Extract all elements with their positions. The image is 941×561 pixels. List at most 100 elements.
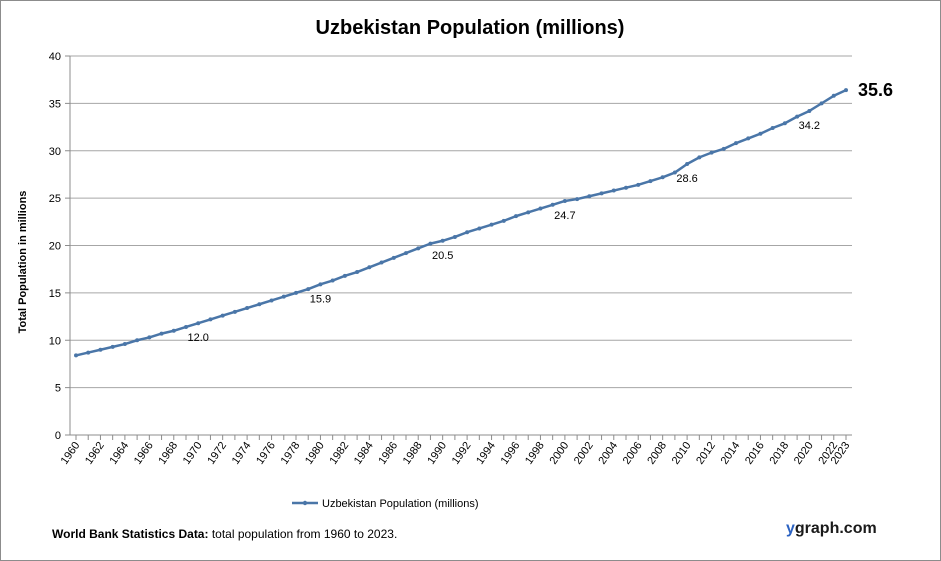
data-point xyxy=(782,121,787,126)
x-tick-label: 1988 xyxy=(401,440,425,467)
x-tick-label: 2006 xyxy=(621,440,645,467)
brand-prefix: y xyxy=(786,520,795,537)
data-point xyxy=(440,238,445,243)
y-tick-label: 40 xyxy=(49,51,61,63)
data-point xyxy=(330,278,335,283)
data-point xyxy=(147,335,152,340)
x-tick-label: 1986 xyxy=(376,440,400,467)
data-point xyxy=(257,302,262,307)
x-tick-label: 2016 xyxy=(743,440,767,467)
data-point xyxy=(122,342,127,347)
x-tick-label: 2000 xyxy=(547,440,571,467)
data-point xyxy=(159,331,164,336)
data-point xyxy=(367,265,372,270)
x-tick-label: 1980 xyxy=(303,440,327,467)
data-point xyxy=(465,230,470,235)
data-point xyxy=(734,141,738,146)
x-tick-label: 2010 xyxy=(670,440,694,467)
data-point xyxy=(550,202,555,207)
data-point xyxy=(98,347,103,352)
y-tick-label: 35 xyxy=(49,98,61,110)
data-point xyxy=(844,88,848,93)
data-point xyxy=(538,206,543,211)
source-note-bold: World Bank Statistics Data: xyxy=(52,527,209,541)
y-axis-label: Total Population in millions xyxy=(17,191,29,334)
y-tick-label: 20 xyxy=(49,241,61,253)
data-point xyxy=(819,101,824,106)
source-note-text: total population from 1960 to 2023. xyxy=(208,527,398,541)
series-line xyxy=(75,88,847,357)
data-point xyxy=(404,251,408,256)
data-label: 15.9 xyxy=(310,293,331,305)
data-point xyxy=(477,226,482,231)
data-point xyxy=(489,222,494,227)
data-point xyxy=(379,260,384,265)
y-tick-label: 0 xyxy=(55,430,61,442)
data-point xyxy=(624,185,628,190)
y-tick-label: 15 xyxy=(49,288,61,300)
data-point xyxy=(269,298,274,303)
data-point xyxy=(575,197,580,202)
x-tick-label: 2018 xyxy=(767,440,791,467)
data-point xyxy=(355,270,360,275)
x-axis-ticks: 1960 1962 1964 1966 1968 1970 1972 1974 1976 1978… xyxy=(59,435,852,467)
x-tick-label: 2014 xyxy=(719,440,743,467)
data-point xyxy=(611,188,616,193)
x-tick-label: 2020 xyxy=(792,440,816,467)
data-point xyxy=(452,234,457,239)
data-labels: 12.0 15.9 20.5 24.7 28.6 34.2 35.6 xyxy=(188,80,894,344)
brand-name: graph.com xyxy=(794,520,877,537)
data-point xyxy=(831,93,836,98)
x-tick-label: 1968 xyxy=(156,440,180,467)
data-point xyxy=(135,338,140,343)
data-point xyxy=(342,273,347,278)
data-point xyxy=(648,179,653,184)
x-tick-label: 1962 xyxy=(83,440,107,467)
brand-logo: ygraph.com xyxy=(786,520,877,538)
x-tick-label: 1994 xyxy=(474,440,498,467)
data-point xyxy=(74,353,78,358)
data-point xyxy=(636,182,641,187)
y-tick-label: 5 xyxy=(55,383,61,395)
source-note: World Bank Statistics Data: total popula… xyxy=(52,527,397,541)
x-tick-label: 1964 xyxy=(107,440,131,467)
data-label: 24.7 xyxy=(554,210,575,222)
data-point xyxy=(587,194,592,199)
x-tick-label: 1976 xyxy=(254,440,278,467)
data-point xyxy=(220,313,225,318)
y-tick-label: 30 xyxy=(49,146,61,158)
data-label: 28.6 xyxy=(676,173,697,185)
data-point xyxy=(184,324,188,329)
data-point xyxy=(526,210,531,215)
data-point xyxy=(196,321,201,326)
x-tick-label: 1978 xyxy=(279,440,303,467)
data-point xyxy=(501,218,506,223)
y-axis-ticks: 0 5 10 15 20 25 30 35 40 xyxy=(49,51,70,442)
x-tick-label: 1990 xyxy=(425,440,449,467)
x-tick-label: 1996 xyxy=(499,440,523,467)
data-point xyxy=(599,191,604,196)
data-label: 34.2 xyxy=(799,120,820,132)
legend-label: Uzbekistan Population (millions) xyxy=(322,498,479,510)
x-tick-label: 2004 xyxy=(596,440,620,467)
data-point xyxy=(795,114,800,119)
data-point xyxy=(428,241,433,246)
x-tick-label: 1960 xyxy=(59,440,83,467)
x-tick-label: 1998 xyxy=(523,440,547,467)
data-point xyxy=(660,175,665,180)
y-tick-label: 25 xyxy=(49,193,61,205)
data-point xyxy=(86,350,91,355)
data-point xyxy=(294,290,298,295)
data-point xyxy=(685,162,690,167)
data-point xyxy=(208,317,213,322)
x-tick-label: 1984 xyxy=(352,440,376,467)
x-tick-label: 1966 xyxy=(132,440,156,467)
series-uzbekistan-population xyxy=(74,88,848,358)
data-point xyxy=(318,282,323,287)
data-label-latest: 35.6 xyxy=(858,80,893,100)
data-point xyxy=(709,150,714,155)
x-tick-label: 2008 xyxy=(645,440,669,467)
data-point xyxy=(697,155,702,160)
x-tick-label: 2012 xyxy=(694,440,718,467)
